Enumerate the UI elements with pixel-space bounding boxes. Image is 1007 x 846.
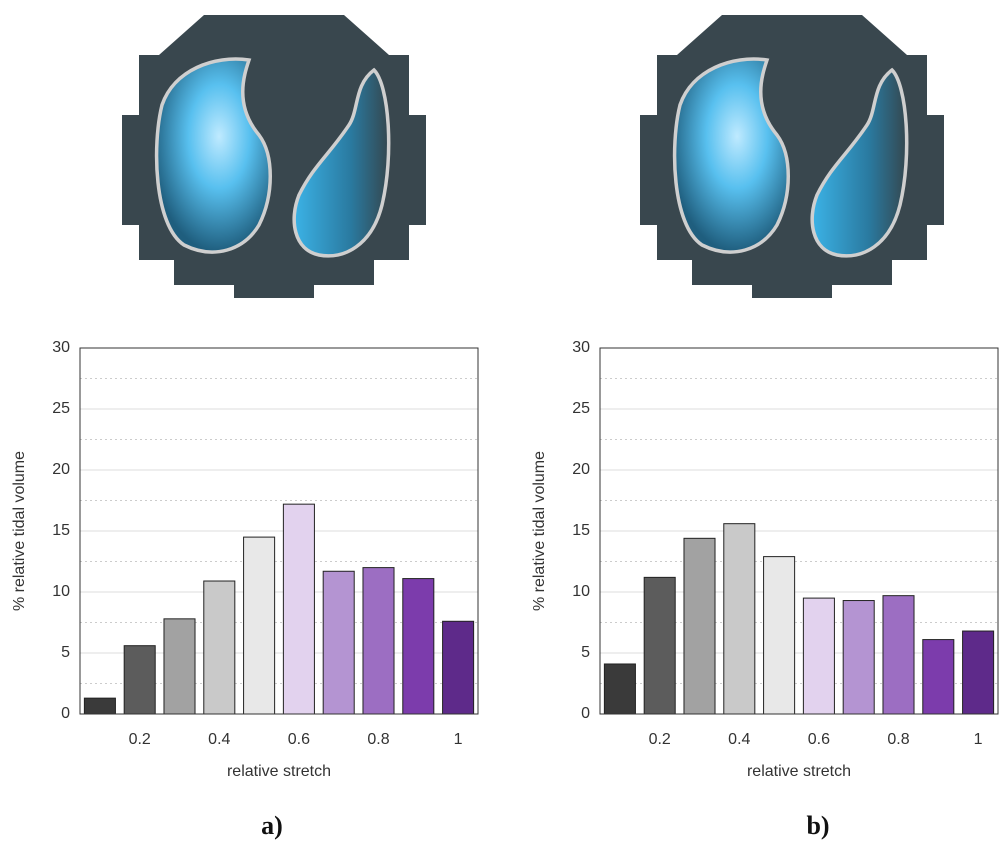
- y-tick-label: 25: [572, 400, 590, 417]
- y-tick-label: 15: [572, 522, 590, 539]
- bar: [124, 646, 155, 714]
- y-tick-label: 5: [61, 644, 70, 661]
- x-tick-label: 0.8: [887, 731, 909, 748]
- bar: [843, 601, 874, 714]
- bar: [803, 598, 834, 714]
- y-axis-label: % relative tidal volume: [531, 451, 548, 611]
- bar: [764, 557, 795, 714]
- bar: [84, 698, 115, 714]
- x-tick-label: 0.4: [208, 731, 230, 748]
- x-tick-label: 0.6: [288, 731, 310, 748]
- bar: [244, 537, 275, 714]
- y-tick-label: 5: [581, 644, 590, 661]
- bar: [883, 596, 914, 714]
- y-tick-label: 10: [52, 583, 70, 600]
- bar: [323, 571, 354, 714]
- figure: 0510152025300.20.40.60.81relative stretc…: [0, 0, 1007, 846]
- y-tick-label: 0: [581, 705, 590, 722]
- bar: [923, 640, 954, 714]
- y-tick-label: 0: [61, 705, 70, 722]
- x-tick-label: 0.4: [728, 731, 750, 748]
- bar: [963, 631, 994, 714]
- panel-label: b): [806, 811, 829, 840]
- panel-label: a): [261, 811, 283, 840]
- eit-image: [640, 15, 944, 298]
- y-tick-label: 20: [52, 461, 70, 478]
- x-tick-label: 0.6: [808, 731, 830, 748]
- bar: [644, 577, 675, 714]
- x-tick-label: 1: [454, 731, 463, 748]
- bar: [724, 524, 755, 714]
- bar: [684, 538, 715, 714]
- x-axis-label: relative stretch: [227, 763, 331, 780]
- bar: [443, 621, 474, 714]
- x-tick-label: 0.8: [367, 731, 389, 748]
- y-tick-label: 30: [572, 339, 590, 356]
- x-tick-label: 1: [974, 731, 983, 748]
- bar: [204, 581, 235, 714]
- y-tick-label: 15: [52, 522, 70, 539]
- x-tick-label: 0.2: [129, 731, 151, 748]
- x-tick-label: 0.2: [649, 731, 671, 748]
- y-tick-label: 30: [52, 339, 70, 356]
- bar: [403, 579, 434, 714]
- x-axis-label: relative stretch: [747, 763, 851, 780]
- y-axis-label: % relative tidal volume: [11, 451, 28, 611]
- y-tick-label: 10: [572, 583, 590, 600]
- y-tick-label: 25: [52, 400, 70, 417]
- bar: [283, 504, 314, 714]
- bar: [164, 619, 195, 714]
- bar: [363, 568, 394, 714]
- y-tick-label: 20: [572, 461, 590, 478]
- bar: [604, 664, 635, 714]
- eit-image: [122, 15, 426, 298]
